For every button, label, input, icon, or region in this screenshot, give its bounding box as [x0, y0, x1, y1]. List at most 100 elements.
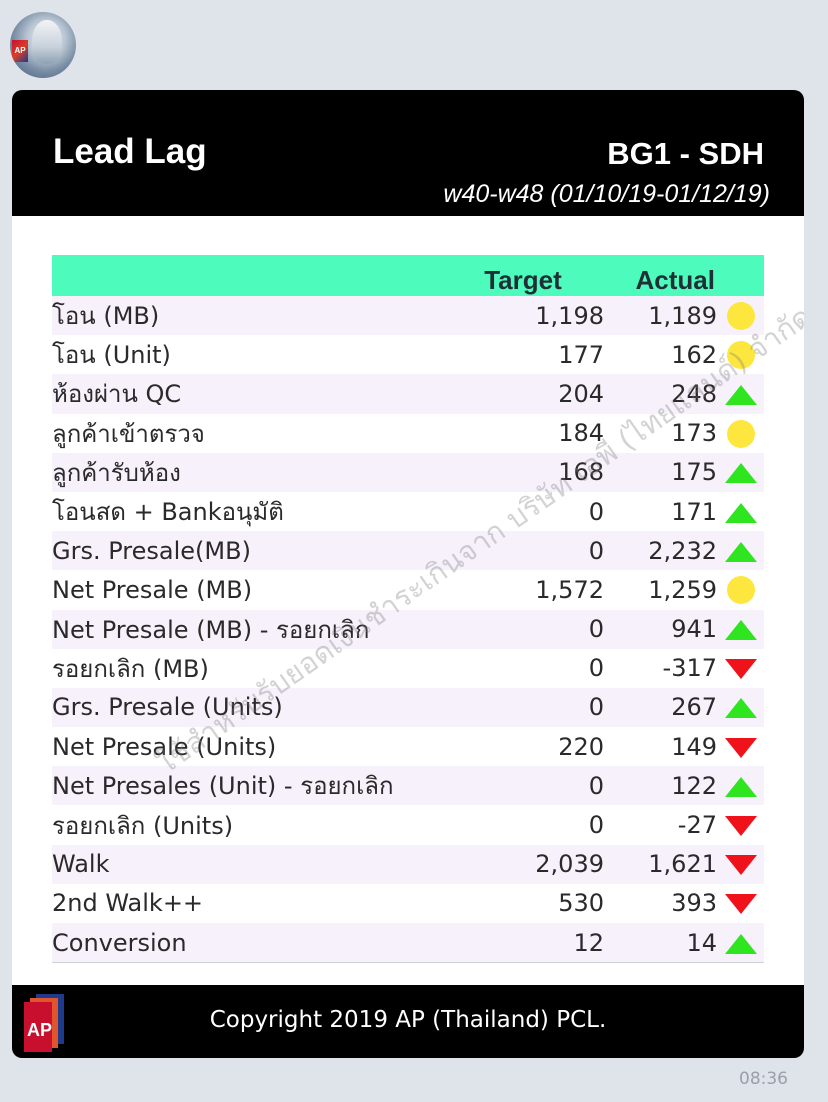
metric-label: ห้องผ่าน QC [52, 374, 452, 414]
metric-label: Walk [52, 844, 452, 884]
actual-value: 175 [604, 452, 717, 492]
table-row: ห้องผ่าน QC 204 248 [52, 374, 764, 414]
column-header-label [52, 255, 452, 296]
green-up-triangle-icon [724, 384, 757, 405]
metric-label: ลูกค้ารับห้อง [52, 452, 452, 492]
target-value: 2,039 [452, 844, 604, 884]
status-cell [717, 609, 764, 649]
table-row: โอนสด + Bankอนุมัติ 0 171 [52, 491, 764, 532]
target-value: 530 [452, 883, 604, 923]
red-down-triangle-icon [724, 737, 757, 758]
status-cell [717, 491, 764, 532]
status-cell [717, 374, 764, 414]
target-value: 0 [452, 687, 604, 728]
table-row: Net Presale (Units) 220 149 [52, 727, 764, 767]
table-row: Grs. Presale(MB) 0 2,232 [52, 531, 764, 571]
status-cell [717, 883, 764, 923]
sender-avatar[interactable]: AP [10, 12, 76, 78]
actual-value: 248 [604, 374, 717, 414]
table-row: 2nd Walk++ 530 393 [52, 883, 764, 923]
status-cell [717, 296, 764, 336]
red-down-triangle-icon [724, 816, 757, 837]
actual-value: 1,189 [604, 296, 717, 336]
copyright-text: Copyright 2019 AP (Thailand) PCL. [209, 1007, 607, 1033]
actual-value: 1,259 [604, 570, 717, 610]
green-up-triangle-icon [724, 620, 757, 641]
green-up-triangle-icon [724, 698, 757, 719]
table-row: Net Presale (MB) 1,572 1,259 [52, 570, 764, 610]
report-period: w40-w48 (01/10/19-01/12/19) [443, 180, 770, 208]
target-value: 0 [452, 805, 604, 845]
actual-value: 2,232 [604, 531, 717, 571]
target-value: 0 [452, 766, 604, 806]
actual-value: 14 [604, 923, 717, 964]
actual-value: 149 [604, 727, 717, 767]
table-row: รอยกเลิก (MB) 0 -317 [52, 648, 764, 688]
green-up-triangle-icon [724, 933, 757, 954]
status-cell [717, 335, 764, 375]
yellow-circle-icon [726, 576, 755, 605]
message-timestamp: 08:36 [739, 1069, 788, 1089]
metric-label: โอน (Unit) [52, 335, 452, 375]
target-value: 0 [452, 491, 604, 532]
target-value: 168 [452, 452, 604, 492]
metric-label: Net Presale (MB) - รอยกเลิก [52, 609, 452, 649]
status-cell [717, 452, 764, 492]
target-value: 204 [452, 374, 604, 414]
target-value: 220 [452, 727, 604, 767]
table-row: Walk 2,039 1,621 [52, 844, 764, 884]
table-row: Net Presales (Unit) - รอยกเลิก 0 122 [52, 766, 764, 806]
actual-value: 941 [604, 609, 717, 649]
status-cell [717, 923, 764, 964]
status-cell [717, 805, 764, 845]
actual-value: 162 [604, 335, 717, 375]
red-down-triangle-icon [724, 894, 757, 915]
yellow-circle-icon [726, 341, 755, 370]
table-row: Conversion 12 14 [52, 923, 764, 964]
target-value: 0 [452, 531, 604, 571]
metric-label: Conversion [52, 923, 452, 964]
message-image-card[interactable]: Lead Lag BG1 - SDH w40-w48 (01/10/19-01/… [12, 90, 804, 1058]
table-row: ลูกค้ารับห้อง 168 175 [52, 452, 764, 492]
metric-label: Grs. Presale (Units) [52, 687, 452, 728]
metric-label: Grs. Presale(MB) [52, 531, 452, 571]
green-up-triangle-icon [724, 541, 757, 562]
status-cell [717, 727, 764, 767]
actual-value: -317 [604, 648, 717, 688]
status-cell [717, 844, 764, 884]
target-value: 177 [452, 335, 604, 375]
report-title: Lead Lag [53, 132, 207, 171]
column-header-target: Target [452, 255, 604, 296]
target-value: 0 [452, 648, 604, 688]
actual-value: 171 [604, 491, 717, 532]
target-value: 1,572 [452, 570, 604, 610]
status-cell [717, 413, 764, 453]
actual-value: 122 [604, 766, 717, 806]
status-cell [717, 531, 764, 571]
target-value: 184 [452, 413, 604, 453]
lead-lag-table: Target Actual โอน (MB) 1,198 1,189 โอน (Uni… [52, 255, 764, 964]
table-row: ลูกค้าเข้าตรวจ 184 173 [52, 413, 764, 453]
status-cell [717, 648, 764, 688]
status-cell [717, 766, 764, 806]
yellow-circle-icon [726, 302, 755, 331]
target-value: 12 [452, 923, 604, 964]
actual-value: 1,621 [604, 844, 717, 884]
status-cell [717, 687, 764, 728]
target-value: 1,198 [452, 296, 604, 336]
status-cell [717, 570, 764, 610]
actual-value: 393 [604, 883, 717, 923]
report-header: Lead Lag BG1 - SDH w40-w48 (01/10/19-01/… [12, 90, 804, 216]
column-header-actual: Actual [604, 255, 717, 296]
green-up-triangle-icon [724, 776, 757, 797]
target-value: 0 [452, 609, 604, 649]
table-row: โอน (MB) 1,198 1,189 [52, 296, 764, 336]
metric-label: ลูกค้าเข้าตรวจ [52, 413, 452, 453]
actual-value: -27 [604, 805, 717, 845]
table-body: โอน (MB) 1,198 1,189 โอน (Unit) 177 162 ห้องผ่… [52, 296, 764, 964]
table-header-row: Target Actual [52, 255, 764, 296]
green-up-triangle-icon [724, 463, 757, 484]
metric-label: โอน (MB) [52, 296, 452, 336]
metric-label: Net Presale (Units) [52, 727, 452, 767]
report-region: BG1 - SDH [607, 136, 764, 171]
